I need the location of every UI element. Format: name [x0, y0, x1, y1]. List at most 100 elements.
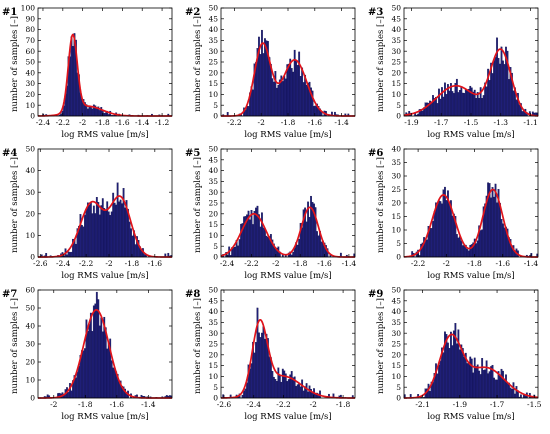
histogram-bar	[481, 98, 482, 116]
histogram-bar	[288, 64, 289, 116]
y-tick-label: 5	[396, 239, 401, 248]
histogram-bar	[90, 313, 91, 398]
y-tick-label: 20	[208, 68, 218, 77]
y-tick-label: 10	[391, 372, 401, 381]
histogram-bar	[470, 86, 471, 116]
x-tick-label: -2.2	[276, 400, 291, 409]
histogram-bar	[282, 81, 283, 116]
histogram-bar	[278, 85, 279, 116]
histogram-bar	[486, 87, 487, 116]
y-tick-label: 25	[208, 199, 218, 208]
x-axis-label: log RMS value [m/s]	[244, 130, 331, 140]
histogram-bar	[511, 389, 512, 398]
histogram-bar	[86, 209, 87, 257]
y-tick-label: 40	[208, 307, 218, 316]
histogram-bar	[478, 98, 479, 116]
panel-label: #3	[368, 7, 383, 18]
x-tick-label: -2.2	[244, 259, 259, 268]
histogram-bar	[114, 203, 115, 257]
histogram-bar	[456, 344, 457, 398]
x-tick-label: -1.8	[95, 118, 110, 127]
histogram-bar	[132, 236, 133, 257]
histogram-bar	[477, 241, 478, 257]
histogram-bar	[98, 299, 99, 398]
histogram-panel-9: -2.1-1.9-1.7-1.505101520253035404550log …	[368, 286, 542, 422]
histogram-bar	[287, 381, 288, 398]
histogram-bar	[237, 246, 238, 257]
y-axis-label: number of samples [–]	[10, 157, 20, 253]
histogram-bar	[475, 243, 476, 257]
histogram-bar	[300, 76, 301, 116]
y-tick-label: 0	[213, 112, 218, 121]
histogram-bar	[279, 375, 280, 398]
histogram-bar	[260, 227, 261, 257]
y-tick-label: 5	[213, 101, 218, 110]
histogram-bar	[513, 383, 514, 399]
y-tick-label: 0	[213, 394, 218, 403]
histogram-bar	[438, 365, 439, 398]
panel-label: #1	[2, 7, 17, 18]
y-tick-label: 15	[208, 361, 218, 370]
y-tick-label: 100	[21, 4, 36, 13]
y-tick-label: 35	[208, 36, 218, 45]
histogram-bar	[468, 89, 469, 116]
y-tick-label: 20	[391, 199, 401, 208]
histogram-bar	[306, 383, 307, 398]
histogram-bar	[106, 349, 107, 398]
histogram-bar	[251, 364, 252, 399]
histogram-bar	[87, 331, 88, 398]
histogram-bar	[498, 58, 499, 116]
y-tick-label: 10	[25, 376, 35, 385]
histogram-bar	[269, 357, 270, 398]
histogram-bar	[510, 388, 511, 398]
histogram-bar	[450, 83, 451, 116]
histogram-bar	[263, 327, 264, 398]
histogram-bar	[520, 395, 521, 398]
histogram-bar	[487, 374, 488, 398]
histogram-bar	[458, 92, 459, 116]
histogram-bar	[245, 389, 246, 398]
histogram-bar	[282, 369, 283, 398]
x-tick-label: -1.5	[527, 400, 542, 409]
y-tick-label: 10	[391, 90, 401, 99]
histogram-bar	[98, 202, 99, 257]
histogram-bar	[246, 383, 247, 398]
histogram-bar	[429, 391, 430, 398]
y-tick-label: 20	[25, 90, 35, 99]
histogram-bar	[458, 238, 459, 257]
histogram-bar	[264, 229, 265, 257]
histogram-bar	[68, 252, 69, 257]
histogram-bar	[108, 343, 109, 398]
histogram-bar	[269, 57, 270, 116]
y-tick-label: 30	[25, 340, 35, 349]
histogram-bar	[124, 208, 125, 257]
y-tick-label: 30	[208, 329, 218, 338]
histogram-bar	[284, 371, 285, 398]
histogram-bar	[452, 345, 453, 398]
histogram-bar	[288, 379, 289, 398]
histogram-bar	[310, 196, 311, 257]
x-tick-label: -1.4	[141, 400, 156, 409]
histogram-bar	[135, 245, 136, 257]
y-axis-label: number of samples [–]	[10, 16, 20, 112]
histogram-bar	[493, 61, 494, 116]
histogram-bar	[75, 378, 76, 398]
histogram-bar	[83, 351, 84, 398]
histogram-bar	[251, 210, 252, 257]
histogram-bar	[68, 392, 69, 398]
histogram-bar	[495, 57, 496, 116]
y-tick-label: 20	[391, 68, 401, 77]
histogram-bar	[72, 46, 73, 116]
histogram-bar	[309, 217, 310, 257]
histogram-bar	[83, 227, 84, 257]
y-tick-label: 20	[25, 209, 35, 218]
y-tick-label: 20	[208, 209, 218, 218]
x-axis-label: log RMS value [m/s]	[427, 412, 514, 422]
histogram-bar	[292, 378, 293, 398]
x-axis-label: log RMS value [m/s]	[61, 412, 148, 422]
y-tick-label: 5	[396, 383, 401, 392]
histogram-bar	[453, 93, 454, 116]
